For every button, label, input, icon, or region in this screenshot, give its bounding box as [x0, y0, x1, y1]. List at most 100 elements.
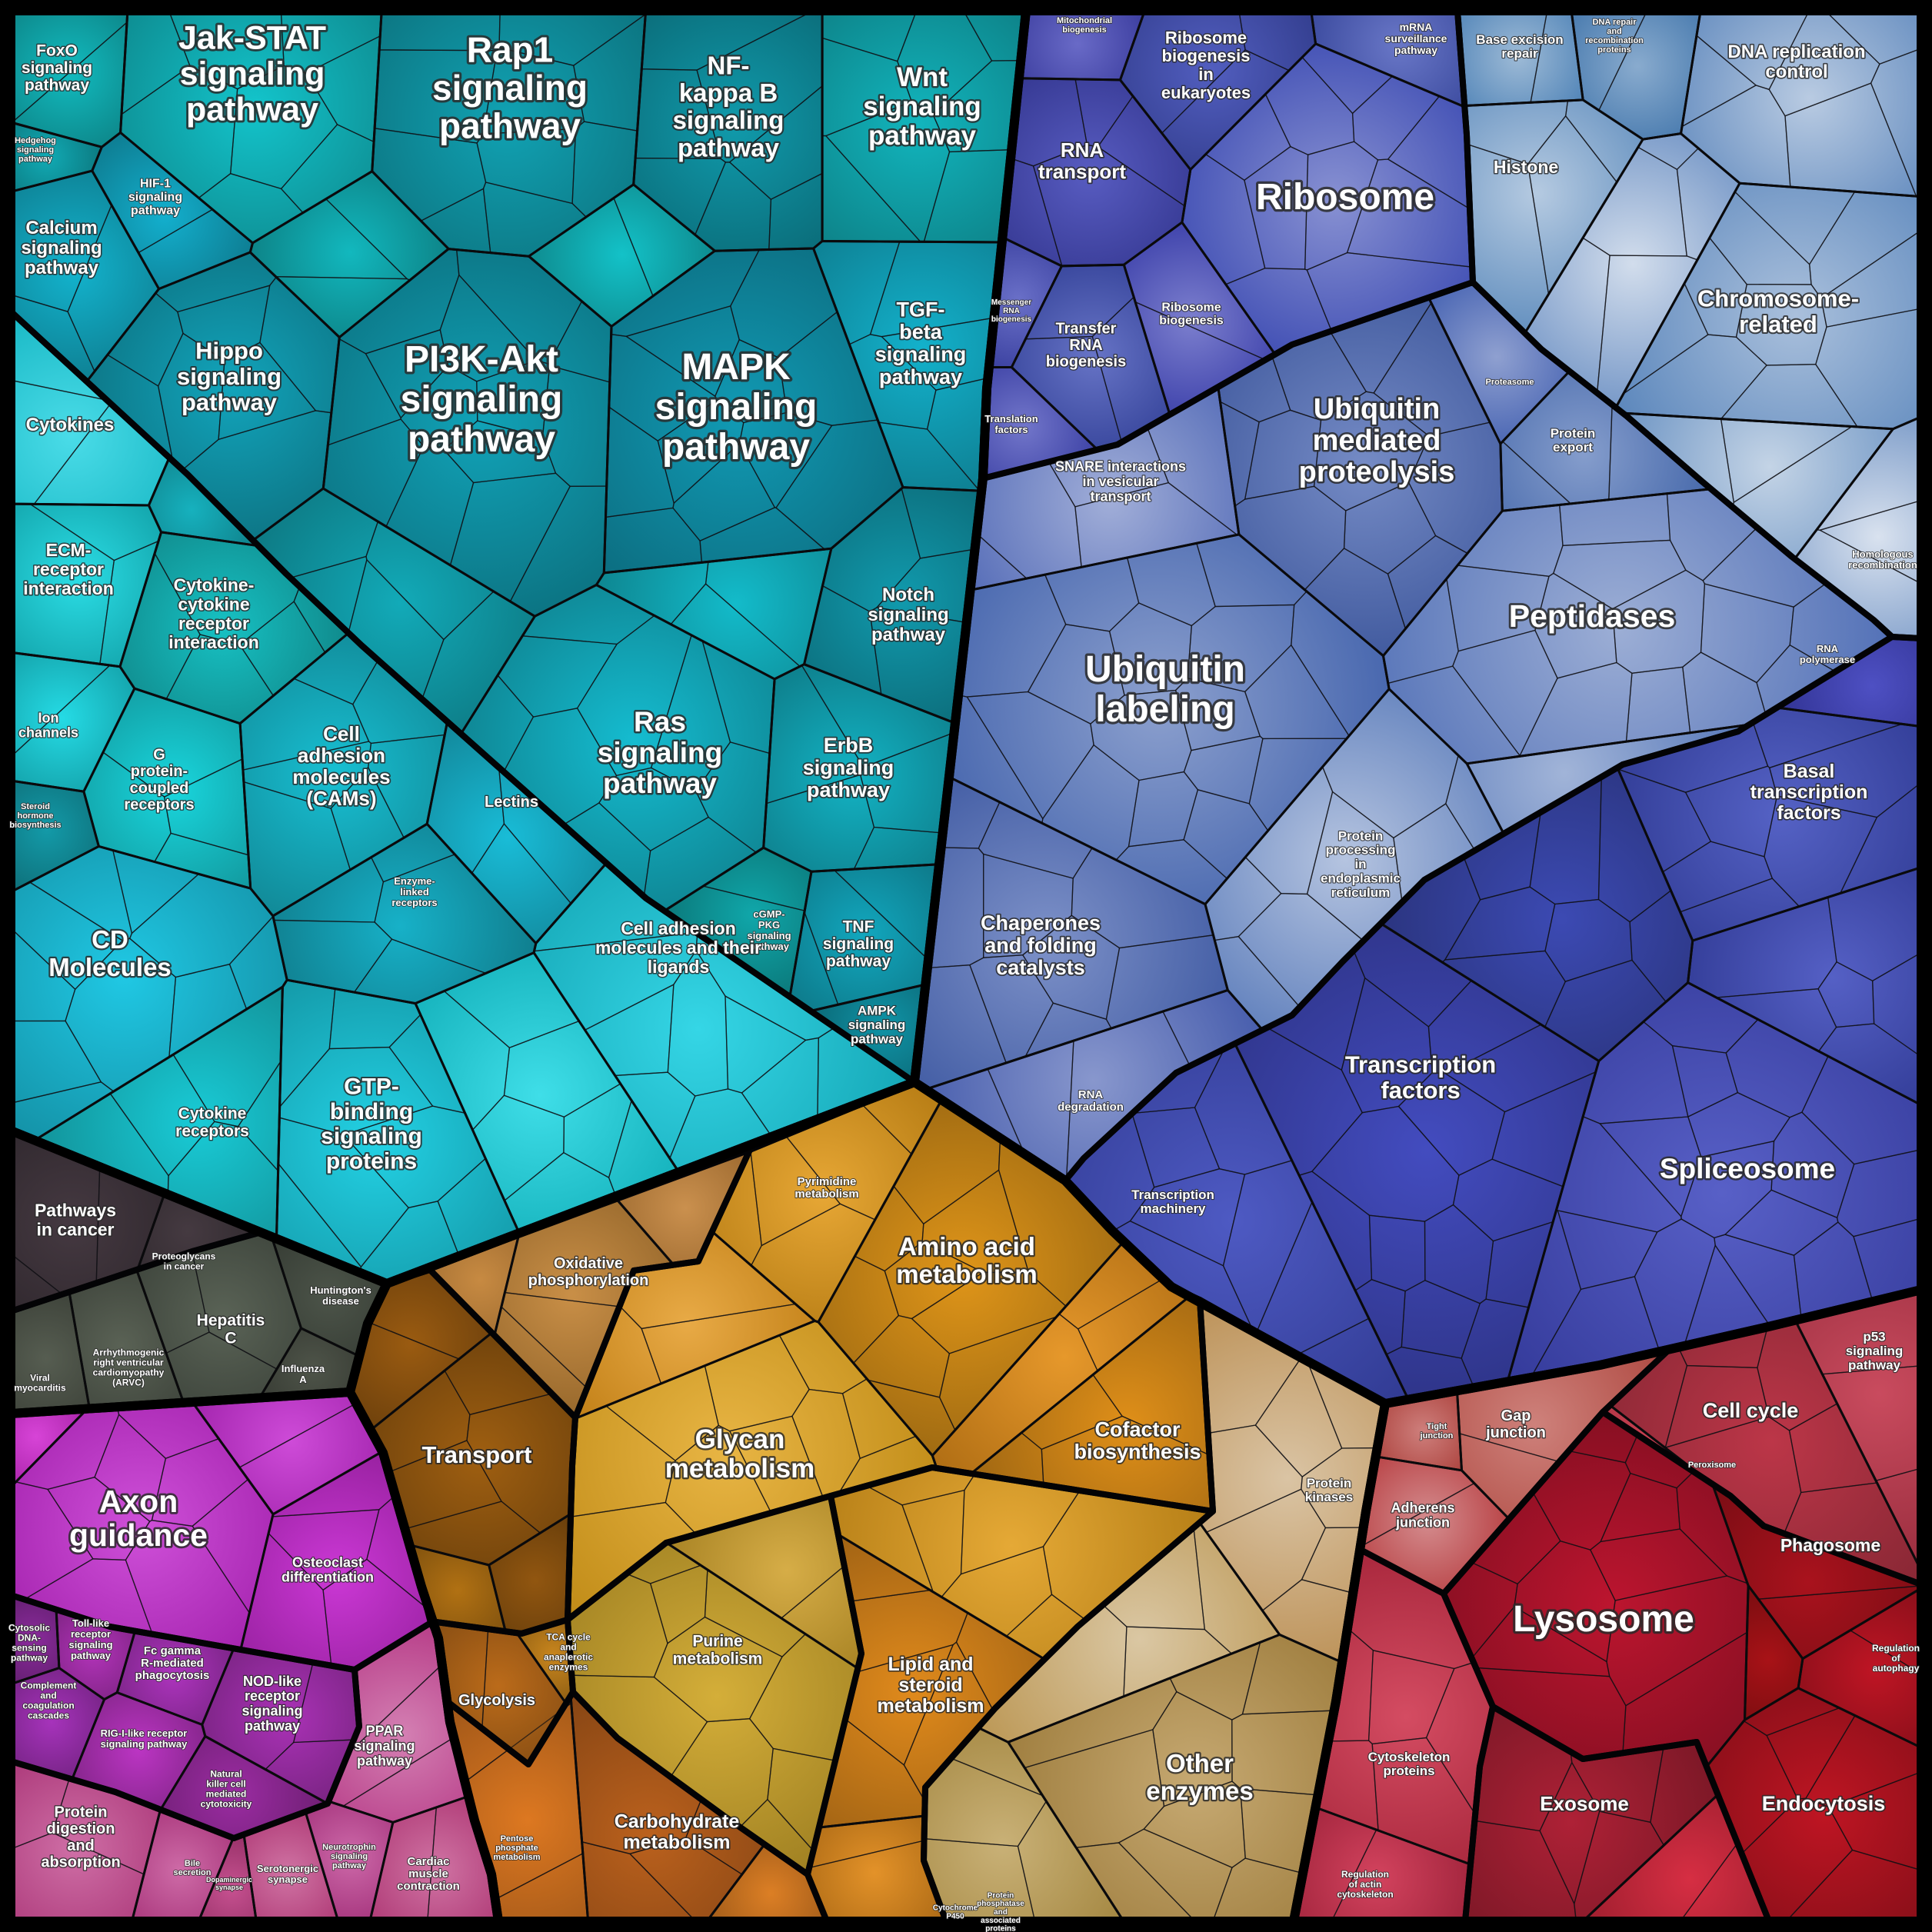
svg-text:Peptidases: Peptidases [1509, 598, 1676, 634]
svg-text:Cell cycle: Cell cycle [1703, 1399, 1799, 1422]
svg-text:Lysosome: Lysosome [1513, 1599, 1694, 1640]
svg-text:Chromosome-related: Chromosome-related [1697, 285, 1859, 338]
svg-text:Ribosome: Ribosome [1256, 177, 1434, 218]
svg-text:Spliceosome: Spliceosome [1660, 1153, 1835, 1184]
svg-text:Histone: Histone [1494, 157, 1558, 177]
svg-text:Peroxisome: Peroxisome [1688, 1461, 1736, 1470]
svg-text:Exosome: Exosome [1540, 1792, 1629, 1815]
svg-text:Phagosome: Phagosome [1780, 1535, 1880, 1555]
svg-text:Glycolysis: Glycolysis [458, 1692, 535, 1709]
svg-text:Lectins: Lectins [485, 794, 538, 811]
svg-text:Transport: Transport [422, 1441, 532, 1468]
svg-text:Endocytosis: Endocytosis [1762, 1792, 1886, 1815]
svg-text:Cytokines: Cytokines [26, 415, 115, 435]
